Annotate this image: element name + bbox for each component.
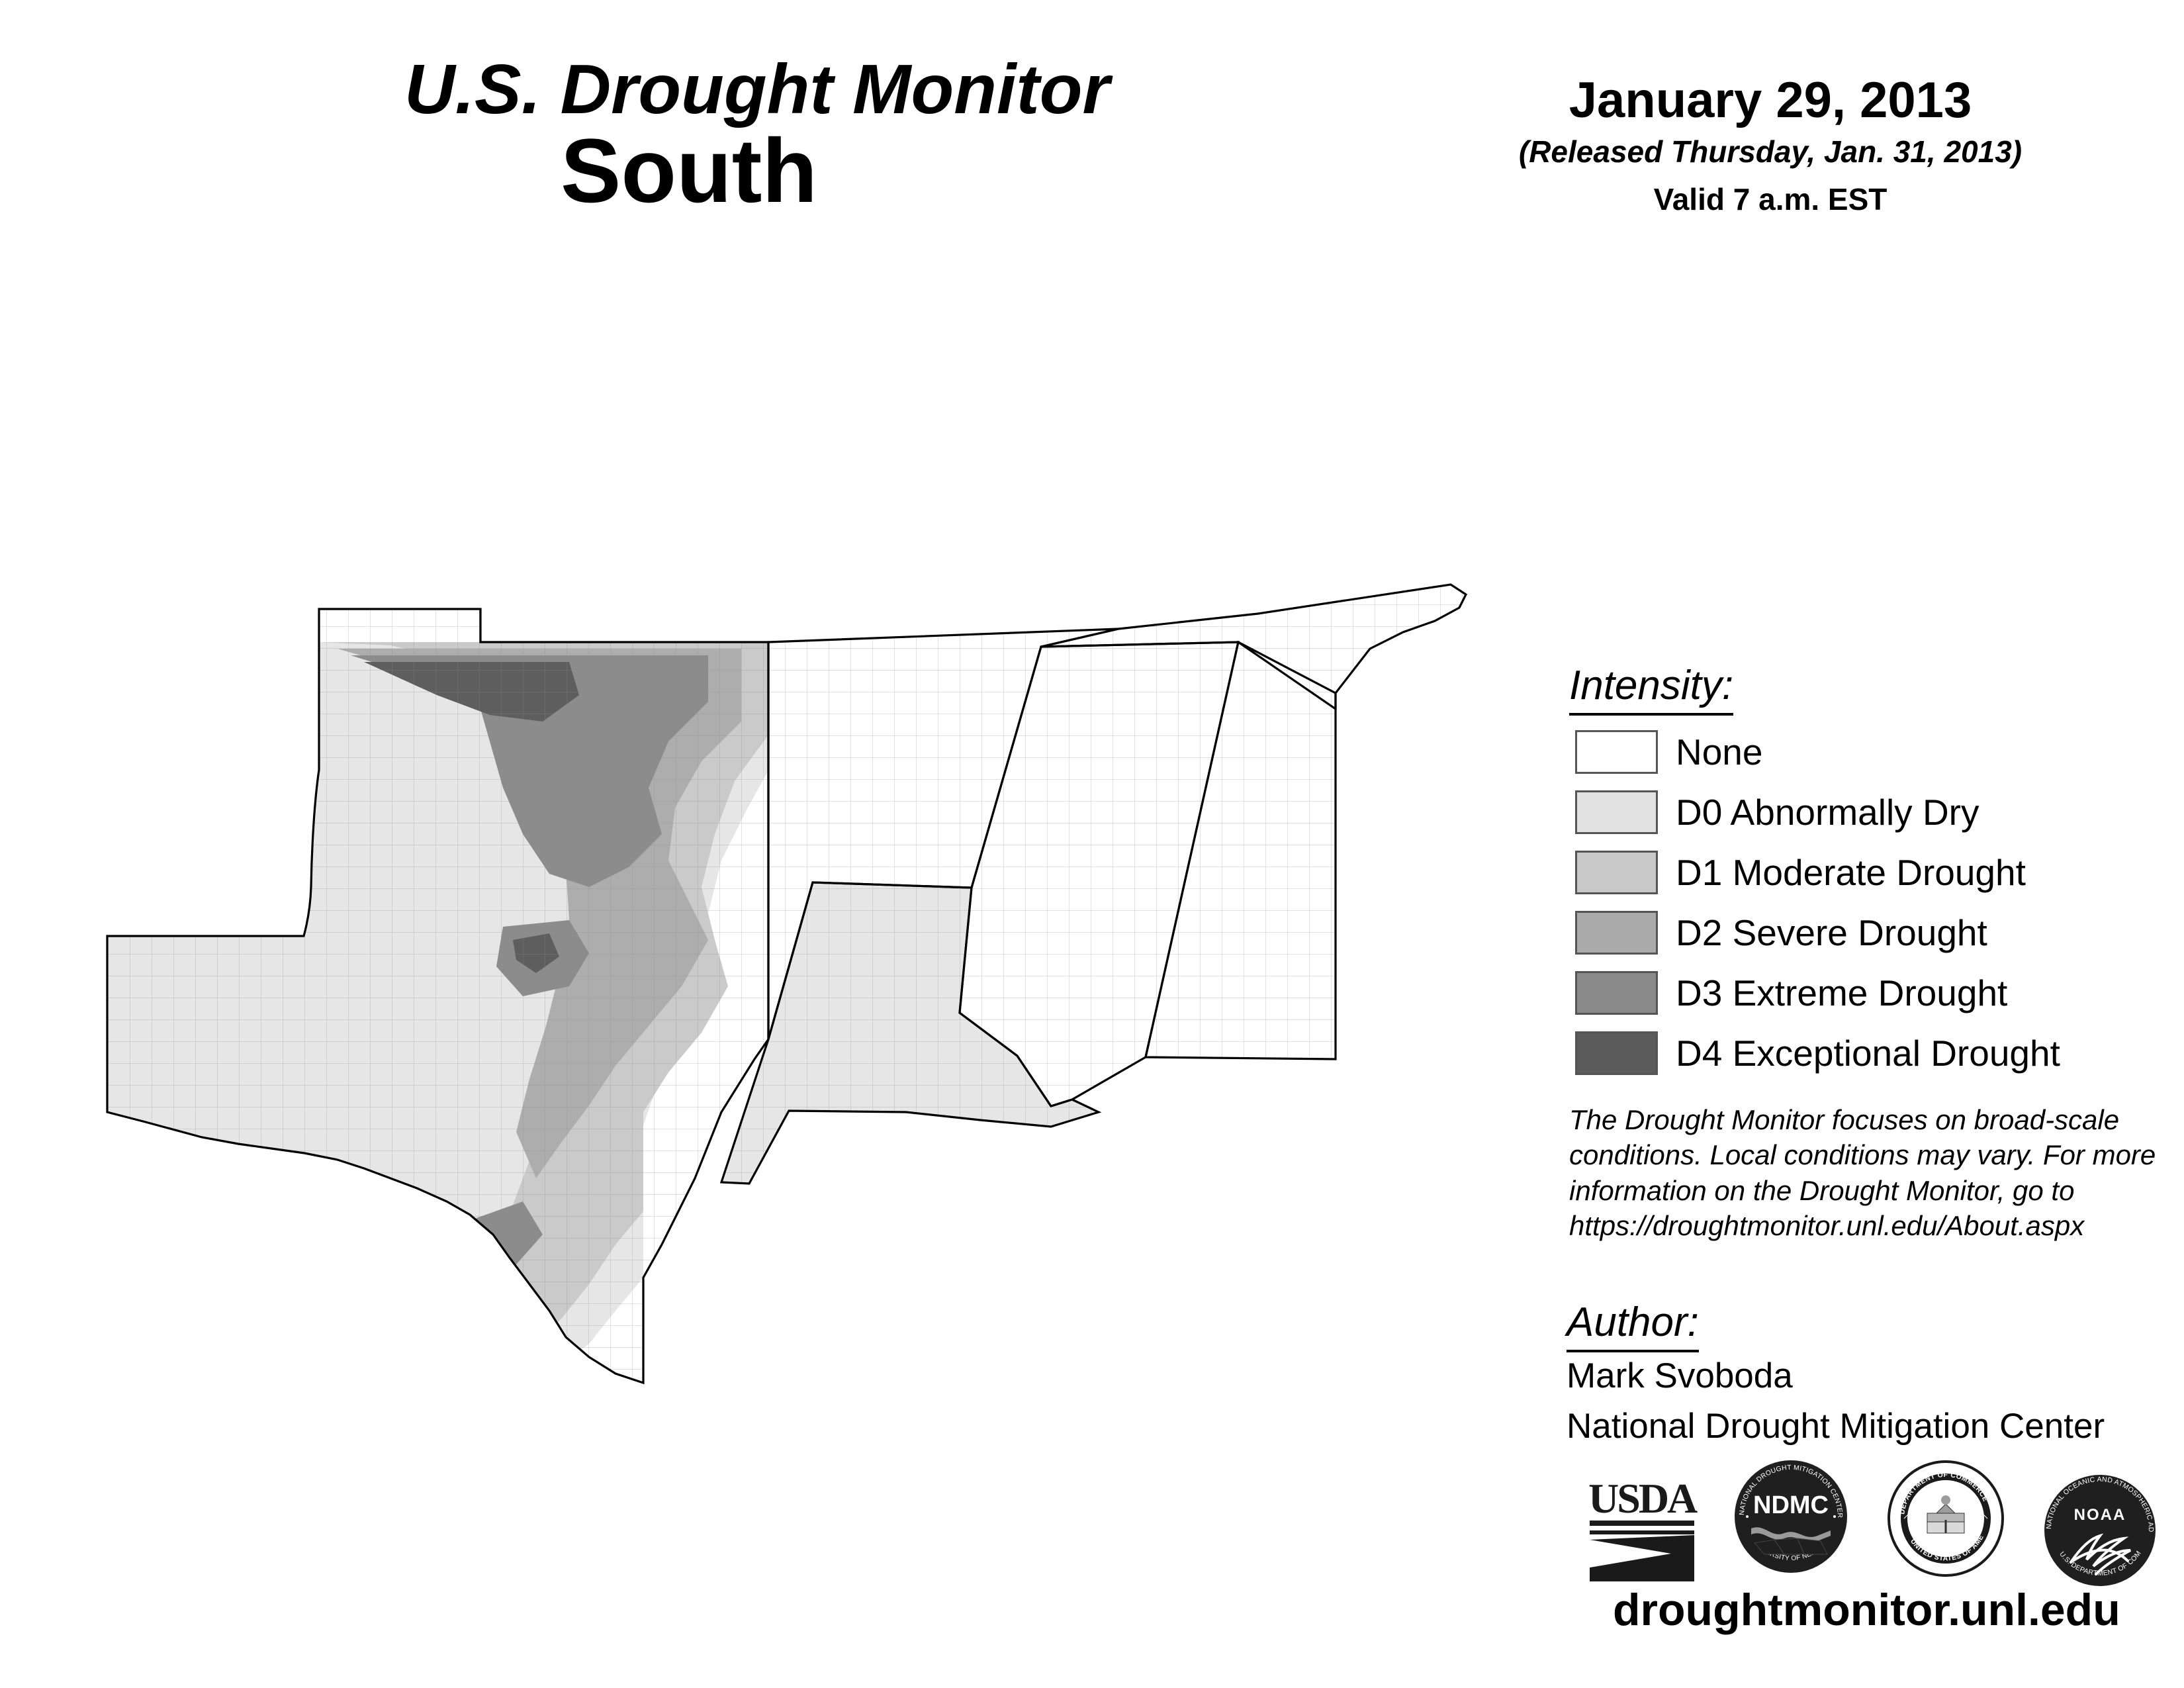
svg-text:NDMC: NDMC [1753, 1491, 1829, 1519]
svg-text:NOAA: NOAA [2074, 1506, 2126, 1524]
svg-text:USDA: USDA [1588, 1475, 1698, 1522]
svg-text:★: ★ [1976, 1513, 1983, 1523]
svg-text:★: ★ [1907, 1513, 1915, 1523]
